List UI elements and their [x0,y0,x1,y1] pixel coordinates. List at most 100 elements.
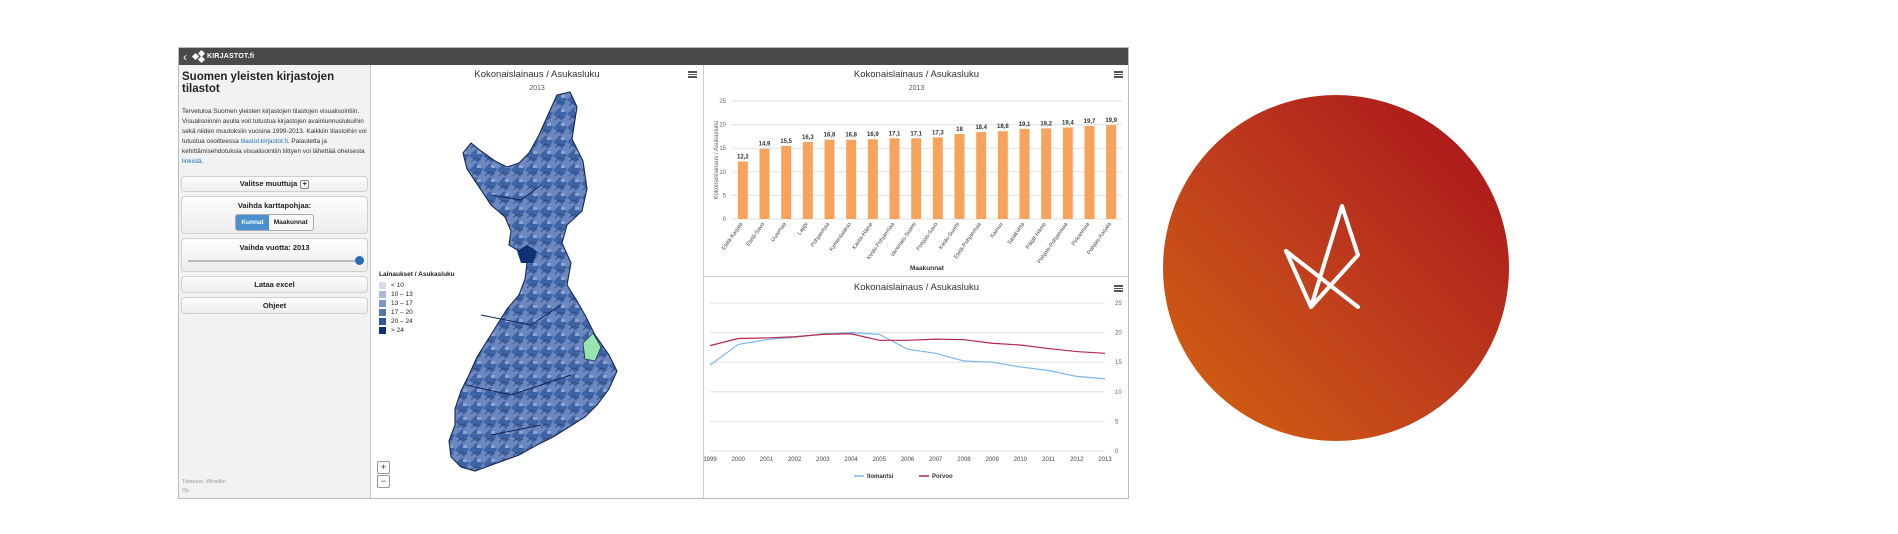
legend-item: 20 – 24 [379,317,455,326]
logo-text: KIRJASTOT.fi [207,53,255,60]
legend-swatch [379,282,386,289]
line-x-tick-label: 2011 [1042,457,1056,463]
intro-text: Tervetuloa Suomen yleisten kirjastojen t… [182,107,367,167]
bar-x-tick-label: Uusimaa [770,221,788,243]
bar-mark [976,132,987,219]
line-chart-menu-icon[interactable] [1114,285,1123,292]
bar-mark [781,145,792,219]
bar-mark [1084,126,1095,219]
region-highlight[interactable] [582,332,602,362]
bar-data-label: 16,8 [845,133,857,139]
line-x-tick-label: 2010 [1014,457,1028,463]
line-x-tick-label: 2006 [901,457,915,463]
bar-x-tick-label: Etelä-Karjala [721,221,745,251]
legend-label: 10 – 13 [391,291,413,298]
bar-mark [846,139,857,219]
map-option-maakunnat[interactable]: Maakunnat [268,215,313,230]
bar-data-label: 17,3 [932,130,944,136]
bar-y-axis-title: Kokonaislainaus / Asukasluku [714,120,720,199]
intro-line: Tervetuloa Suomen yleisten kirjastojen t… [182,108,360,115]
legend-swatch [379,309,386,316]
zoom-out-button[interactable]: − [377,475,390,488]
bar-mark [889,138,900,219]
bar-x-tick-label: Pohjanmaa [810,221,832,248]
kirjastot-logo[interactable]: KIRJASTOT.fi [191,49,255,63]
line-chart: 0 5 10 15 20 25 1999 2000 2001 2002 2003 2004 2005 20… [704,301,1122,480]
bar-mark [911,138,922,219]
bar-data-label: 16,8 [824,133,836,139]
map-option-kunnat[interactable]: Kunnat [236,215,269,230]
bar-x-tick-label: Kainuu [990,222,1005,240]
intro-line: tutustua osoitteessa tilastot.kirjastot.… [182,137,367,147]
sidebar-footer: Toteutus: Wiredlin Oy [182,478,226,496]
bar-data-label: 16,9 [867,132,879,138]
line-x-tick-label: 2003 [816,457,830,463]
line-series [709,333,1106,354]
line-y-tick-label: 10 [1115,390,1122,396]
bar-y-tick-label: 20 [719,123,726,129]
legend-label: 20 – 24 [391,318,413,325]
legend-item: > 24 [379,326,455,335]
bar-x-tick-label: Keski-Suomi [938,222,961,251]
year-panel: Vaihda vuotta: 2013 [181,238,368,272]
footer-line: Oy [182,488,190,494]
chevron-left-icon[interactable]: ‹ [183,49,187,64]
finland-shape[interactable] [448,91,618,472]
legend-label: > 24 [391,327,404,334]
bar-data-label: 18 [956,127,963,133]
line-x-tick-label: 2001 [760,457,774,463]
line-chart-title: Kokonaislainaus / Asukasluku [853,282,980,293]
bar-x-tick-label: Etelä-Savo [746,222,767,248]
bar-mark [1019,128,1030,219]
instructions-button[interactable]: Ohjeet [181,297,368,314]
sidebar: Suomen yleisten kirjastojen tilastot Ter… [179,65,371,498]
bar-data-label: 19,9 [1105,118,1117,124]
bar-x-tick-label: Päijät-Häme [1025,222,1048,251]
region-dark[interactable] [517,245,537,263]
line-y-tick-label: 20 [1115,331,1122,337]
map-title: Kokonaislainaus / Asukasluku [474,69,600,80]
year-slider[interactable] [188,256,364,265]
bar-x-tick-label: Pohjois-Savo [916,222,940,252]
map-base-label: Vaihda karttapohjaa: [237,201,312,210]
bar-chart-title: Kokonaislainaus / Asukasluku [853,69,980,80]
finland-map[interactable] [371,65,704,499]
bar-data-label: 18,6 [997,124,1009,130]
zoom-in-button[interactable]: + [377,461,390,474]
map-base-panel: Vaihda karttapohjaa: Kunnat Maakunnat [181,196,368,234]
stats-link[interactable]: tilastot.kirjastot.fi [240,138,288,145]
legend-label: 13 – 17 [391,300,413,307]
line-legend-label: Porvoo [932,474,953,480]
line-x-tick-label: 2000 [732,457,746,463]
bar-data-label: 19,2 [1040,121,1052,127]
sidebar-title: Suomen yleisten kirjastojen tilastot [182,71,335,95]
map-legend: Lainaukset / Asukasluku < 10 10 – 13 13 … [379,271,455,335]
line-x-tick-label: 2008 [957,457,971,463]
download-excel-button[interactable]: Lataa excel [181,276,368,293]
select-variable-label: Valitse muuttuja [239,179,298,188]
line-y-tick-label: 15 [1115,360,1122,366]
year-slider-handle[interactable] [355,256,364,265]
legend-swatch [379,318,386,325]
bar-x-tick-label: Satakunta [1007,221,1027,246]
bar-data-label: 15,5 [780,139,792,145]
bar-mark [824,139,835,219]
bar-mark [759,148,770,219]
intro-line4-prefix: tutustua osoitteessa [182,138,241,145]
footer-line: Toteutus: Wiredlin [182,479,226,485]
bar-mark [1041,128,1052,219]
map-subtitle: 2013 [529,85,545,92]
bar-y-tick-label: 15 [719,146,726,152]
legend-item: < 10 [379,281,455,290]
select-variable-button[interactable]: Valitse muuttuja + [181,176,368,192]
line-x-tick-label: 2004 [844,457,858,463]
app-window: ‹ KIRJASTOT.fi Suomen yleisten kirjastoj… [178,47,1129,499]
feedback-link[interactable]: linkistä [182,158,202,165]
bar-chart-menu-icon[interactable] [1114,71,1123,78]
map-menu-icon[interactable] [688,71,697,78]
bar-mark [737,161,748,219]
legend-item: 13 – 17 [379,299,455,308]
intro-line: kehittämisehdotuksia visualisointiin lii… [182,148,365,155]
year-label: Vaihda vuotta: 2013 [239,243,310,252]
bar-data-label: 18,4 [975,125,987,131]
